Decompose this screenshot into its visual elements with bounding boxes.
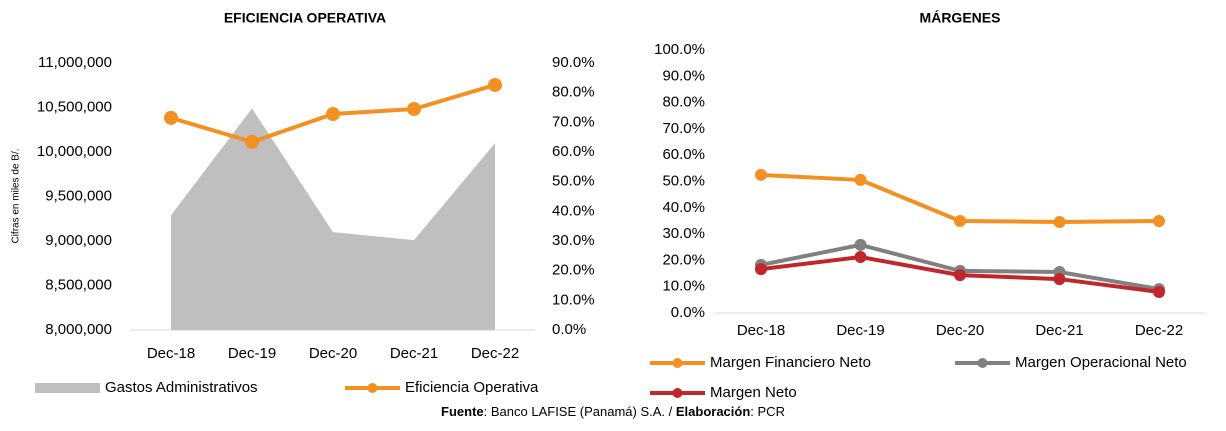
marker [954,214,966,227]
y-tick-label: 90.0% [662,67,705,84]
marker [245,134,259,149]
marker [755,168,767,181]
legend-marker [672,388,683,398]
marker [407,101,421,116]
x-tick-label: Dec-19 [836,322,884,339]
chart-title: MÁRGENES [920,10,1001,26]
y-tick-label: 10.0% [662,278,705,295]
marker [1153,214,1165,227]
y2-tick-label: 30.0% [552,232,595,249]
legend-label: Margen Financiero Neto [710,354,871,371]
marker [954,269,966,282]
marker [854,173,867,186]
y-axis-title: Cifras en miles de B/. [11,148,22,243]
y-tick-label: 60.0% [662,146,705,163]
legend-marker [977,358,988,368]
marker [854,250,867,263]
y2-tick-label: 90.0% [552,54,595,71]
y2-tick-label: 20.0% [552,262,595,279]
x-tick-label: Dec-21 [1035,322,1083,339]
y2-tick-label: 40.0% [552,202,595,219]
x-tick-label: Dec-20 [309,345,357,362]
marker [164,110,178,125]
y-tick-label: 20.0% [662,251,705,268]
legend-label: Eficiencia Operativa [405,379,539,396]
chart-title: EFICIENCIA OPERATIVA [224,10,386,26]
y-tick-label: 8,500,000 [45,276,112,293]
y2-tick-label: 0.0% [552,321,586,338]
legend-label: Margen Neto [710,384,797,401]
marker [1153,285,1165,298]
marker [1053,216,1066,229]
x-tick-label: Dec-19 [228,345,276,362]
y2-tick-label: 60.0% [552,143,595,160]
y2-tick-label: 80.0% [552,84,595,101]
footer-part: Elaboración [676,404,750,419]
y-tick-label: 80.0% [662,94,705,111]
y-tick-label: 40.0% [662,199,705,216]
y-tick-label: 9,000,000 [45,232,112,249]
legend-label: Gastos Administrativos [105,379,258,396]
legend-label: Margen Operacional Neto [1015,354,1187,371]
legend-swatch [35,383,100,393]
marker [488,77,502,92]
marker [326,107,340,122]
y-tick-label: 10,500,000 [37,98,112,115]
footer-part: Fuente [441,404,484,419]
y2-tick-label: 70.0% [552,113,595,130]
marker [854,238,867,251]
x-tick-label: Dec-20 [936,322,984,339]
marker [755,263,767,276]
legend-marker [672,358,683,368]
line [760,172,1160,225]
y2-tick-label: 50.0% [552,173,595,190]
y-tick-label: 100.0% [654,41,705,58]
x-tick-label: Dec-18 [147,345,195,362]
y2-tick-label: 10.0% [552,291,595,308]
x-tick-label: Dec-22 [1135,322,1183,339]
y-tick-label: 10,000,000 [37,143,112,160]
footer: Fuente: Banco LAFISE (Panamá) S.A. / Ela… [441,404,785,419]
y-tick-label: 70.0% [662,120,705,137]
x-tick-label: Dec-18 [737,322,785,339]
x-tick-label: Dec-21 [390,345,438,362]
y-tick-label: 9,500,000 [45,187,112,204]
y-tick-label: 8,000,000 [45,321,112,338]
y-tick-label: 50.0% [662,172,705,189]
area [171,108,495,330]
y-tick-label: 11,000,000 [38,54,112,71]
legend-marker [367,383,378,393]
footer-part: : PCR [750,404,785,419]
y-tick-label: 0.0% [671,304,705,321]
x-tick-label: Dec-22 [471,345,519,362]
marker [1053,273,1066,286]
y-tick-label: 30.0% [662,225,705,242]
footer-part: : Banco LAFISE (Panamá) S.A. / [484,404,676,419]
